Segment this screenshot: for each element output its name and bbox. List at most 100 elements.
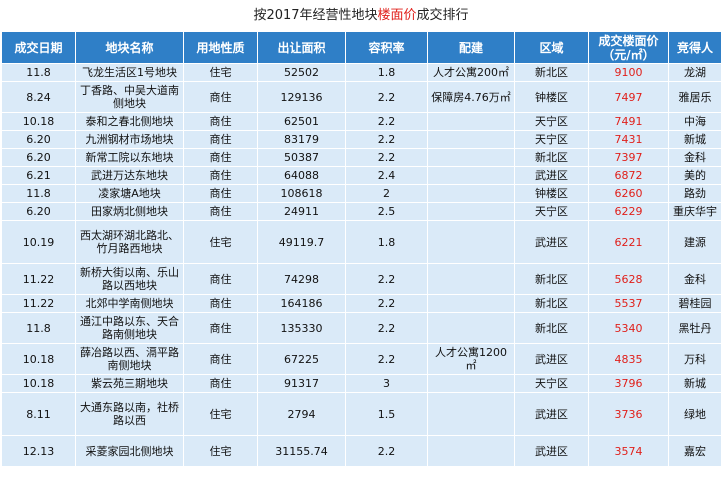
cell-use: 商住 xyxy=(183,263,258,295)
cell-area: 24911 xyxy=(257,202,346,221)
cell-area: 91317 xyxy=(257,374,346,393)
cell-use: 商住 xyxy=(183,184,258,203)
cell-name: 北郊中学南侧地块 xyxy=(75,294,184,313)
table-row: 10.18 泰和之春北侧地块 商住 62501 2.2 天宁区 7491 中海 xyxy=(1,112,722,131)
cell-use: 住宅 xyxy=(183,220,258,264)
cell-price: 4835 xyxy=(588,343,669,375)
cell-district: 新北区 xyxy=(514,148,589,167)
cell-district: 武进区 xyxy=(514,435,589,467)
cell-date: 10.18 xyxy=(1,374,76,393)
title-highlight: 楼面价 xyxy=(377,8,417,23)
table-row: 6.20 田家炳北侧地块 商住 24911 2.5 天宁区 6229 重庆华宇 xyxy=(1,202,722,221)
cell-price: 6229 xyxy=(588,202,669,221)
cell-far: 2.2 xyxy=(345,148,428,167)
cell-district: 天宁区 xyxy=(514,112,589,131)
cell-extra: 保障房4.76万㎡ xyxy=(427,81,515,113)
cell-district: 武进区 xyxy=(514,392,589,436)
cell-winner: 中海 xyxy=(668,112,722,131)
cell-date: 6.20 xyxy=(1,148,76,167)
cell-winner: 金科 xyxy=(668,148,722,167)
cell-name: 通江中路以东、天合路南侧地块 xyxy=(75,312,184,344)
cell-name: 西太湖环湖北路北、竹月路西地块 xyxy=(75,220,184,264)
cell-area: 83179 xyxy=(257,130,346,149)
header-winner: 竞得人 xyxy=(668,31,722,64)
cell-winner: 雅居乐 xyxy=(668,81,722,113)
cell-far: 2.2 xyxy=(345,435,428,467)
cell-name: 采菱家园北侧地块 xyxy=(75,435,184,467)
cell-area: 49119.7 xyxy=(257,220,346,264)
cell-district: 天宁区 xyxy=(514,202,589,221)
header-price: 成交楼面价 （元/㎡） xyxy=(588,31,669,64)
header-far: 容积率 xyxy=(345,31,428,64)
cell-name: 新常工院以东地块 xyxy=(75,148,184,167)
cell-price: 5340 xyxy=(588,312,669,344)
cell-name: 武进万达东地块 xyxy=(75,166,184,185)
cell-extra xyxy=(427,374,515,393)
page-title: 按2017年经营性地块楼面价成交排行 xyxy=(0,0,722,31)
cell-price: 5537 xyxy=(588,294,669,313)
cell-price: 7431 xyxy=(588,130,669,149)
cell-date: 11.8 xyxy=(1,312,76,344)
table-row: 10.18 紫云苑三期地块 商住 91317 3 天宁区 3796 新城 xyxy=(1,374,722,393)
cell-name: 大通东路以南，社桥路以西 xyxy=(75,392,184,436)
table-row: 6.20 九洲钢材市场地块 商住 83179 2.2 天宁区 7431 新城 xyxy=(1,130,722,149)
cell-area: 67225 xyxy=(257,343,346,375)
cell-far: 2 xyxy=(345,184,428,203)
cell-extra xyxy=(427,112,515,131)
cell-extra xyxy=(427,294,515,313)
cell-far: 2.2 xyxy=(345,81,428,113)
header-name: 地块名称 xyxy=(75,31,184,64)
cell-name: 新桥大街以南、乐山路以西地块 xyxy=(75,263,184,295)
cell-winner: 万科 xyxy=(668,343,722,375)
cell-winner: 嘉宏 xyxy=(668,435,722,467)
cell-district: 天宁区 xyxy=(514,130,589,149)
cell-use: 住宅 xyxy=(183,63,258,82)
cell-price: 5628 xyxy=(588,263,669,295)
cell-far: 1.8 xyxy=(345,63,428,82)
cell-use: 商住 xyxy=(183,374,258,393)
cell-price: 3736 xyxy=(588,392,669,436)
cell-date: 11.8 xyxy=(1,184,76,203)
table-row: 11.22 北郊中学南侧地块 商住 164186 2.2 新北区 5537 碧桂园 xyxy=(1,294,722,313)
cell-price: 7497 xyxy=(588,81,669,113)
cell-area: 50387 xyxy=(257,148,346,167)
cell-district: 新北区 xyxy=(514,294,589,313)
cell-date: 6.20 xyxy=(1,202,76,221)
cell-area: 135330 xyxy=(257,312,346,344)
cell-name: 凌家塘A地块 xyxy=(75,184,184,203)
cell-far: 2.5 xyxy=(345,202,428,221)
cell-far: 2.2 xyxy=(345,112,428,131)
header-extra: 配建 xyxy=(427,31,515,64)
cell-winner: 重庆华宇 xyxy=(668,202,722,221)
cell-winner: 碧桂园 xyxy=(668,294,722,313)
cell-district: 天宁区 xyxy=(514,374,589,393)
cell-extra xyxy=(427,312,515,344)
cell-price: 7491 xyxy=(588,112,669,131)
cell-winner: 金科 xyxy=(668,263,722,295)
cell-far: 2.2 xyxy=(345,263,428,295)
cell-far: 2.2 xyxy=(345,130,428,149)
cell-area: 31155.74 xyxy=(257,435,346,467)
table-row: 11.8 飞龙生活区1号地块 住宅 52502 1.8 人才公寓200㎡ 新北区 9100 龙湖 xyxy=(1,63,722,82)
cell-extra xyxy=(427,148,515,167)
cell-extra xyxy=(427,220,515,264)
table-row: 8.11 大通东路以南，社桥路以西 住宅 2794 1.5 武进区 3736 绿地 xyxy=(1,392,722,436)
cell-date: 12.13 xyxy=(1,435,76,467)
cell-date: 8.11 xyxy=(1,392,76,436)
cell-name: 薛冶路以西、滆平路南侧地块 xyxy=(75,343,184,375)
cell-use: 商住 xyxy=(183,148,258,167)
cell-district: 钟楼区 xyxy=(514,184,589,203)
cell-winner: 新城 xyxy=(668,130,722,149)
cell-name: 紫云苑三期地块 xyxy=(75,374,184,393)
table-row: 12.13 采菱家园北侧地块 住宅 31155.74 2.2 武进区 3574 嘉宏 xyxy=(1,435,722,467)
table-row: 11.22 新桥大街以南、乐山路以西地块 商住 74298 2.2 新北区 5628 金科 xyxy=(1,263,722,295)
cell-area: 2794 xyxy=(257,392,346,436)
cell-price: 3796 xyxy=(588,374,669,393)
cell-extra xyxy=(427,184,515,203)
cell-district: 武进区 xyxy=(514,166,589,185)
cell-district: 钟楼区 xyxy=(514,81,589,113)
cell-district: 新北区 xyxy=(514,63,589,82)
cell-date: 11.22 xyxy=(1,263,76,295)
cell-name: 泰和之春北侧地块 xyxy=(75,112,184,131)
cell-use: 商住 xyxy=(183,81,258,113)
